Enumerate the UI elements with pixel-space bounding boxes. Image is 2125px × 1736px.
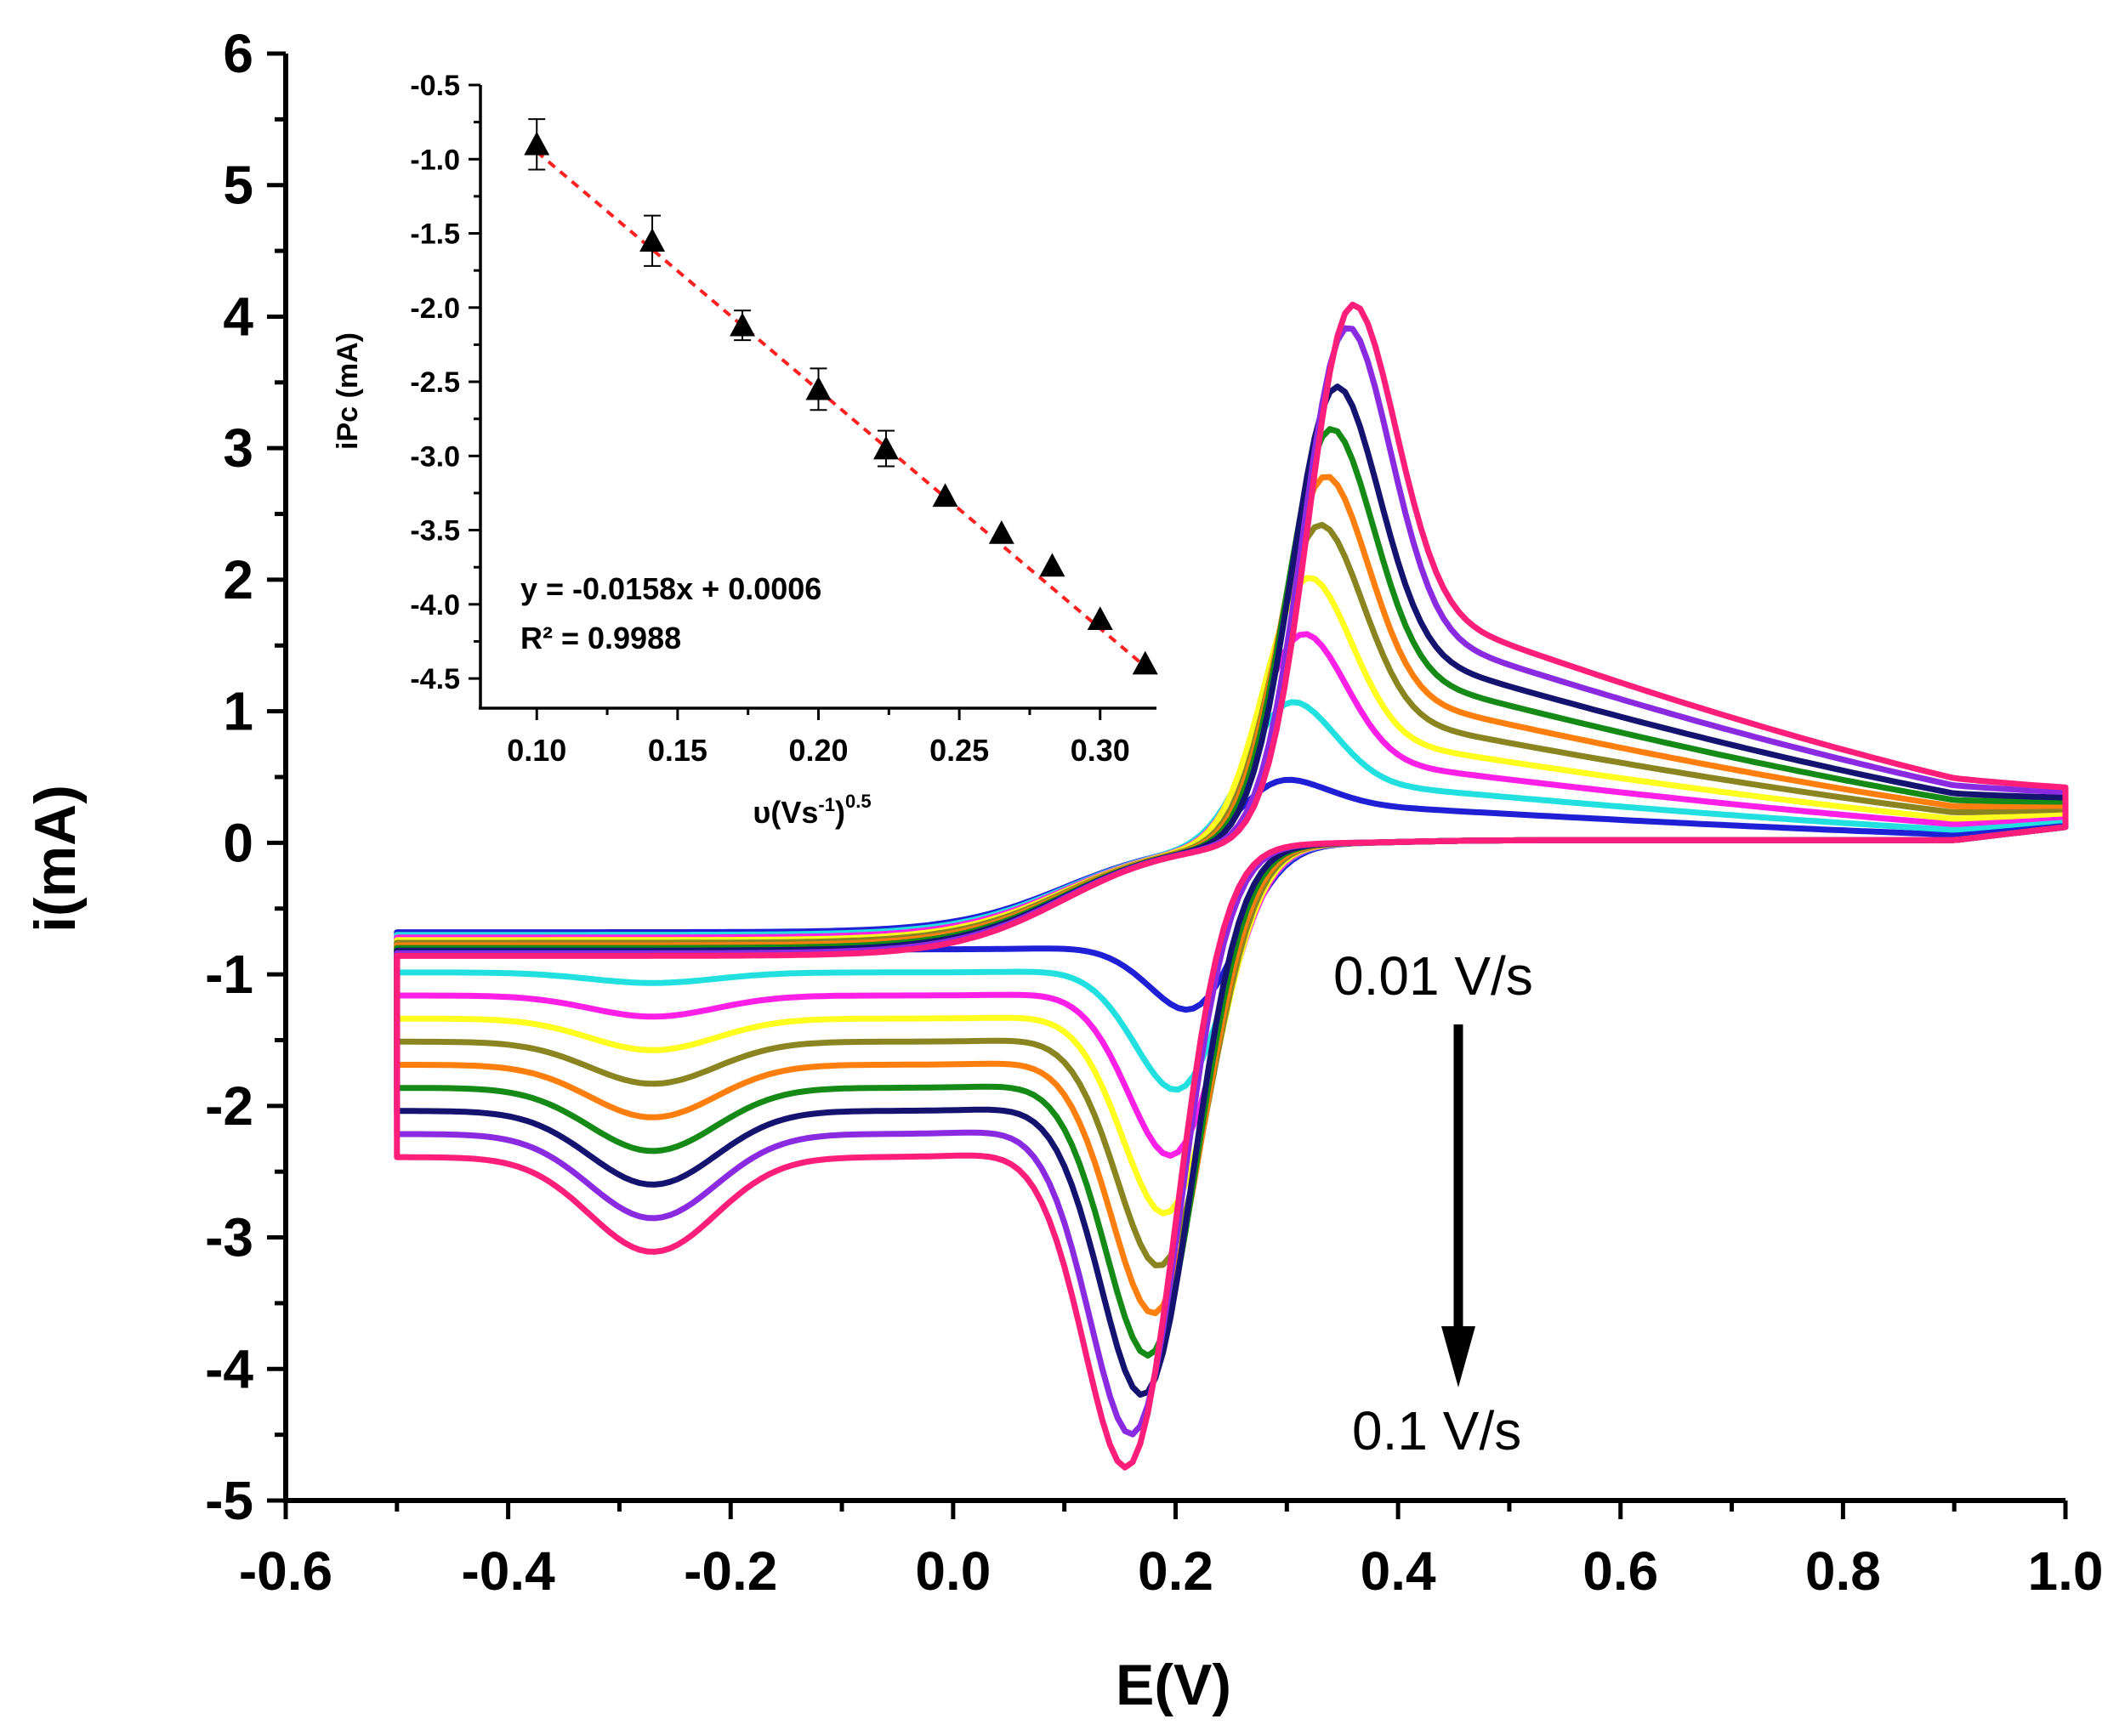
cv-curves-layer (394, 301, 2069, 1471)
inset-y-tick-label: -0.5 (410, 70, 460, 102)
fit-equation: y = -0.0158x + 0.0006 (520, 571, 821, 606)
inset-data-point (730, 312, 756, 337)
cv-curve-series (394, 325, 2069, 1438)
x-tick-label: 1.0 (2028, 1540, 2104, 1602)
cv-curve-series (394, 631, 2069, 1159)
inset-x-tick-label: 0.30 (1071, 733, 1130, 768)
inset-data-point (873, 435, 899, 460)
inset-x-tick-label: 0.25 (929, 733, 989, 768)
cv-curve-series (394, 301, 2069, 1471)
inset-x-tick-label: 0.15 (648, 733, 707, 768)
inset-points-layer (524, 118, 1158, 675)
inset-x-label-sup1: -1 (818, 794, 835, 815)
inset-data-point (639, 228, 666, 252)
y-tick-label: -3 (205, 1207, 253, 1268)
y-tick-label: -2 (205, 1075, 253, 1137)
inset-y-tick-label: -4.5 (410, 663, 460, 695)
start-scan-rate-label: 0.01 V/s (1333, 945, 1533, 1007)
inset-x-tick-label: 0.20 (788, 733, 848, 768)
x-tick-label: 0.4 (1361, 1540, 1436, 1602)
x-axis-label: E(V) (1116, 1653, 1231, 1717)
inset-plot: 0.10 0.15 0.20 0.25 0.30 -0.5 -1.0 -1.5 -2.0 -2.5… (332, 70, 1158, 830)
inset-x-label-main: υ(Vs (753, 795, 818, 830)
x-tick-label: 0.0 (915, 1540, 991, 1602)
y-tick-label: 0 (223, 812, 253, 873)
inset-x-label-mid: ) (835, 795, 845, 830)
y-axis-label: i(mA) (23, 785, 88, 933)
y-tick-label: 4 (223, 286, 253, 347)
inset-data-point (932, 483, 958, 508)
y-tick-label: 5 (223, 155, 253, 216)
inset-y-tick-label: -3.0 (410, 440, 460, 473)
fit-r-squared: R² = 0.9988 (520, 621, 681, 655)
inset-x-tick-label: 0.10 (507, 733, 566, 768)
inset-y-tick-label: -2.0 (410, 292, 460, 325)
x-tick-label: 0.6 (1582, 1540, 1658, 1602)
inset-y-tick-label: -2.5 (410, 366, 460, 399)
scan-rate-arrow (1441, 1024, 1475, 1387)
y-tick-label: 1 (223, 681, 253, 742)
arrow-head-icon (1441, 1326, 1475, 1387)
main-tick-labels-layer: -0.6 -0.4 -0.2 0.0 0.2 0.4 0.6 0.8 1.0 -5 -4 -3 -2 -1… (205, 23, 2103, 1602)
cv-curve-series (394, 383, 2069, 1398)
y-tick-label: -1 (205, 944, 253, 1005)
y-tick-label: 2 (223, 549, 253, 610)
y-tick-label: -5 (205, 1470, 253, 1531)
inset-ticks-layer (469, 83, 1102, 720)
y-tick-label: 6 (223, 23, 253, 84)
inset-y-tick-label: -4.0 (410, 589, 460, 621)
inset-data-point (1132, 650, 1158, 675)
inset-x-label-sup2: 0.5 (845, 791, 872, 812)
main-ticks-layer (267, 51, 2068, 1519)
inset-data-point (524, 131, 550, 156)
inset-y-tick-label: -1.0 (410, 144, 460, 176)
x-tick-label: 0.2 (1138, 1540, 1213, 1602)
x-tick-label: -0.4 (461, 1540, 555, 1602)
inset-y-tick-label: -1.5 (410, 218, 460, 251)
inset-data-point (988, 520, 1014, 544)
inset-x-axis-label: υ(Vs-1)0.5 (753, 791, 871, 830)
x-tick-label: 0.8 (1805, 1540, 1881, 1602)
end-scan-rate-label: 0.1 V/s (1352, 1400, 1521, 1461)
inset-tick-labels-layer: 0.10 0.15 0.20 0.25 0.30 -0.5 -1.0 -1.5 -2.0 -2.5… (410, 70, 1129, 768)
inset-fit-line-layer (535, 150, 1147, 668)
x-tick-label: -0.6 (239, 1540, 332, 1602)
inset-y-axis-label: iPc (mA) (332, 332, 364, 450)
y-tick-label: -4 (205, 1338, 253, 1399)
x-tick-label: -0.2 (684, 1540, 777, 1602)
inset-data-point (1039, 553, 1065, 577)
inset-y-tick-label: -3.5 (410, 515, 460, 547)
y-tick-label: 3 (223, 417, 253, 479)
inset-data-point (805, 376, 832, 400)
inset-fit-line (535, 150, 1147, 668)
inset-data-point (1087, 606, 1113, 631)
